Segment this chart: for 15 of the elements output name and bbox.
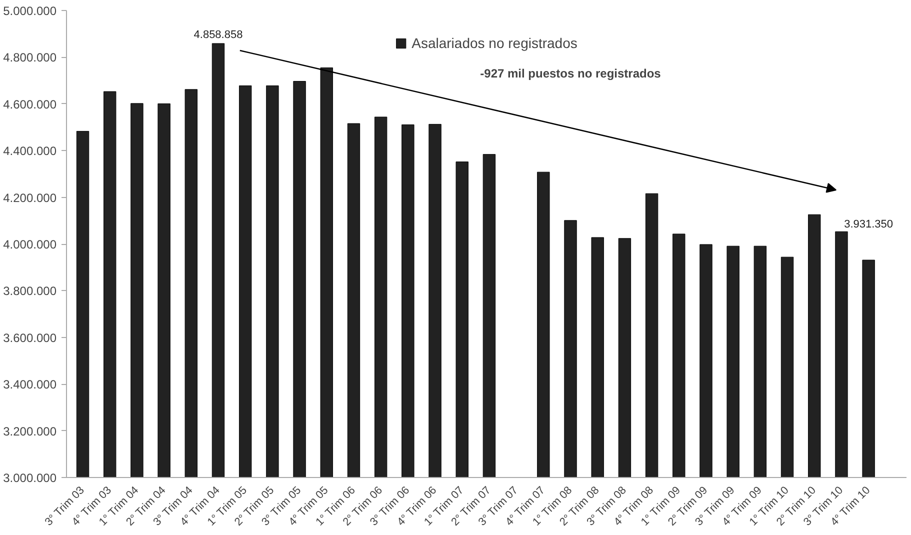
data-label: 3.931.350 <box>844 218 894 230</box>
legend-label: Asalariados no registrados <box>412 35 578 51</box>
y-tick-label: 3.800.000 <box>3 284 57 298</box>
y-tick-label: 4.800.000 <box>3 50 57 65</box>
y-tick-label: 3.600.000 <box>3 330 57 345</box>
y-tick-label: 4.000.000 <box>3 238 57 252</box>
data-label: 4.858.858 <box>194 28 243 41</box>
y-tick-label: 3.400.000 <box>3 378 57 392</box>
y-tick-label: 5.000.000 <box>3 4 57 18</box>
y-tick-label: 4.200.000 <box>3 190 57 205</box>
annotation: -927 mil puestos no registrados <box>480 66 662 81</box>
y-tick-label: 3.200.000 <box>3 424 57 438</box>
y-tick-label: 4.600.000 <box>3 97 57 112</box>
y-tick-label: 3.000.000 <box>3 471 57 485</box>
y-tick-label: 4.400.000 <box>3 144 57 158</box>
